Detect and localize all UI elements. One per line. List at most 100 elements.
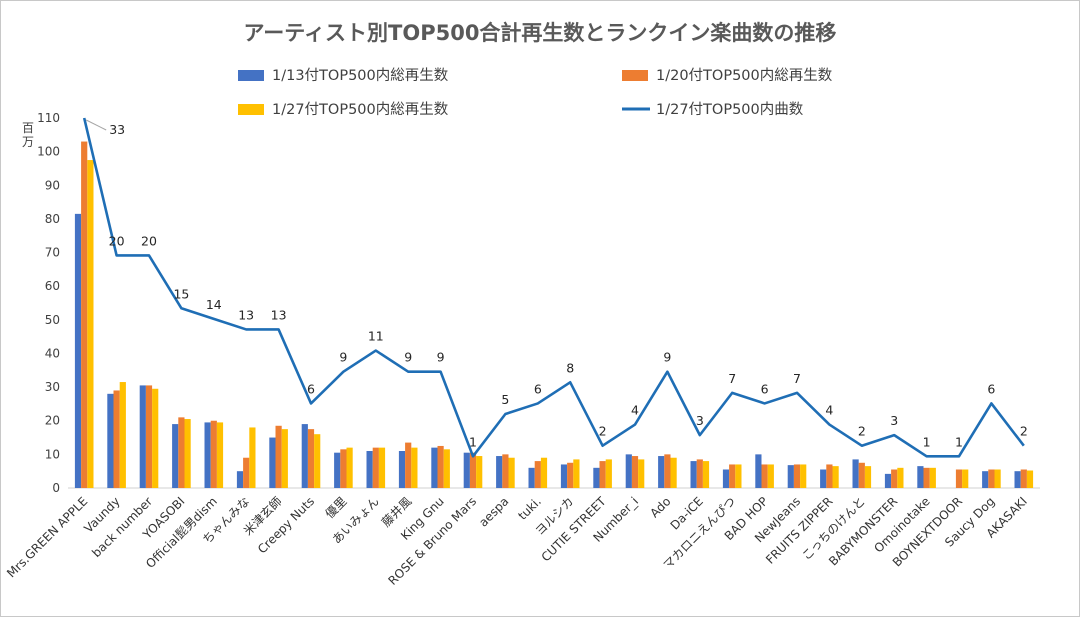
bar bbox=[119, 382, 126, 488]
y-tick-label: 70 bbox=[45, 246, 60, 260]
bar bbox=[113, 390, 120, 488]
data-label: 1 bbox=[955, 434, 963, 449]
data-label: 11 bbox=[368, 329, 384, 344]
legend-swatch bbox=[622, 70, 648, 81]
bar bbox=[722, 469, 730, 488]
bar bbox=[832, 466, 839, 488]
line-path bbox=[82, 117, 1025, 458]
bar bbox=[340, 449, 347, 488]
bar bbox=[852, 459, 859, 488]
data-label: 2 bbox=[599, 424, 607, 439]
bar bbox=[469, 452, 477, 488]
category-label: Mrs.GREEN APPLE bbox=[4, 494, 90, 580]
data-label: 13 bbox=[271, 307, 287, 322]
data-label: 20 bbox=[141, 233, 157, 248]
bar bbox=[210, 420, 217, 488]
bar bbox=[793, 464, 801, 488]
data-label: 3 bbox=[890, 413, 898, 428]
data-label: 2 bbox=[858, 424, 866, 439]
bar bbox=[184, 419, 191, 488]
bar bbox=[658, 456, 665, 488]
bar bbox=[696, 459, 703, 488]
bar bbox=[81, 141, 88, 488]
bar bbox=[411, 447, 418, 488]
bar bbox=[638, 459, 645, 488]
bar bbox=[443, 449, 450, 488]
category-label: 優里 bbox=[323, 494, 350, 521]
y-axis-unit-char: 万 bbox=[22, 135, 34, 149]
bar bbox=[988, 469, 995, 488]
bar bbox=[593, 467, 600, 488]
bar bbox=[962, 469, 969, 488]
data-label: 1 bbox=[469, 434, 477, 449]
bar bbox=[236, 471, 244, 488]
bar bbox=[275, 425, 282, 488]
data-label: 33 bbox=[109, 122, 125, 137]
data-label: 15 bbox=[173, 286, 189, 301]
data-label: 9 bbox=[339, 350, 347, 365]
y-tick-label: 10 bbox=[45, 447, 60, 461]
bar bbox=[560, 464, 568, 488]
bar bbox=[87, 160, 94, 488]
y-axis-unit-char: 百 bbox=[22, 121, 34, 135]
y-tick-label: 80 bbox=[45, 212, 60, 226]
bar bbox=[735, 464, 742, 488]
bar bbox=[864, 466, 872, 488]
y-tick-label: 50 bbox=[45, 313, 60, 327]
bar bbox=[107, 393, 114, 488]
y-tick-label: 30 bbox=[45, 380, 60, 394]
legend-label: 1/20付TOP500内総再生数 bbox=[656, 67, 833, 84]
y-tick-label: 40 bbox=[45, 346, 60, 360]
legend-swatch bbox=[238, 104, 264, 115]
data-label: 5 bbox=[501, 392, 509, 407]
bar bbox=[1014, 471, 1021, 488]
bar bbox=[994, 469, 1001, 488]
bar bbox=[690, 461, 697, 488]
legend-label: 1/27付TOP500内曲数 bbox=[656, 101, 804, 118]
legend-label: 1/13付TOP500内総再生数 bbox=[272, 67, 449, 84]
bar bbox=[755, 454, 762, 488]
y-tick-label: 60 bbox=[45, 279, 60, 293]
data-label-leader bbox=[85, 119, 107, 131]
bar bbox=[378, 447, 386, 488]
data-label: 7 bbox=[728, 371, 736, 386]
data-label: 2 bbox=[1020, 424, 1028, 439]
bar bbox=[463, 452, 470, 488]
bar bbox=[670, 457, 677, 488]
bar bbox=[269, 437, 276, 488]
bar bbox=[664, 454, 671, 488]
bar bbox=[567, 462, 574, 488]
bar bbox=[334, 452, 341, 488]
data-label: 14 bbox=[206, 297, 222, 312]
data-label: 7 bbox=[793, 371, 801, 386]
bar bbox=[1020, 469, 1027, 488]
bar bbox=[787, 465, 794, 488]
y-tick-label: 100 bbox=[37, 145, 60, 159]
y-tick-label: 20 bbox=[45, 414, 60, 428]
data-label: 9 bbox=[663, 350, 671, 365]
data-label: 8 bbox=[566, 360, 574, 375]
bar bbox=[767, 464, 774, 488]
bar bbox=[702, 461, 710, 488]
bar bbox=[301, 424, 308, 488]
legend-label: 1/27付TOP500内総再生数 bbox=[272, 101, 449, 118]
y-axis-unit-label: 百万 bbox=[22, 121, 34, 149]
data-label: 6 bbox=[307, 381, 315, 396]
data-label: 13 bbox=[238, 307, 254, 322]
bar bbox=[178, 417, 185, 488]
y-tick-label: 110 bbox=[37, 111, 60, 125]
bar bbox=[605, 459, 612, 488]
bar bbox=[625, 454, 632, 488]
bar bbox=[884, 473, 892, 488]
legend-swatch bbox=[238, 70, 264, 81]
data-label: 9 bbox=[437, 350, 445, 365]
bar bbox=[437, 445, 444, 488]
bar bbox=[826, 464, 833, 488]
bar bbox=[398, 451, 406, 488]
bar bbox=[761, 464, 768, 488]
y-axis: 0 10 20 30 40 50 60 70 80 90 100 110 bbox=[37, 111, 1040, 495]
bar bbox=[243, 457, 250, 488]
category-label: aespa bbox=[476, 494, 511, 529]
